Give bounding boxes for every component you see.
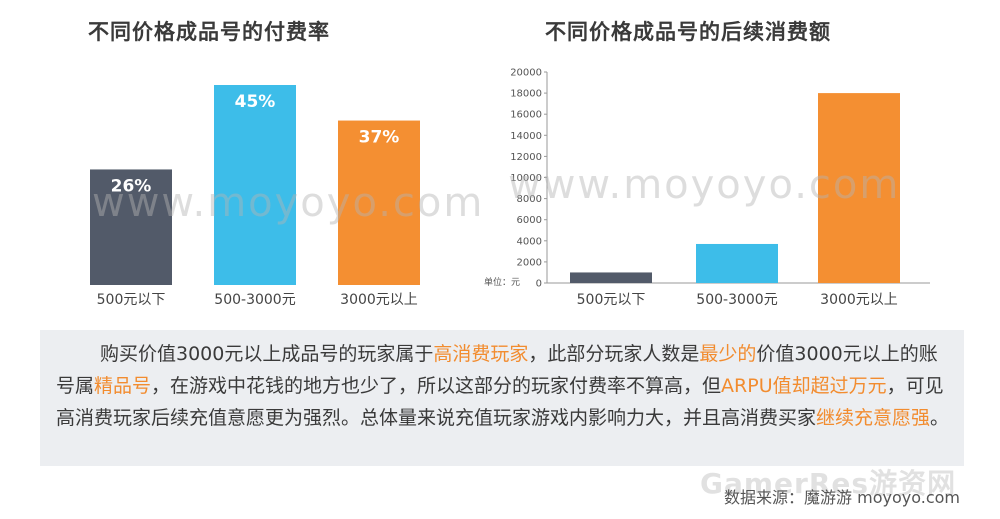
y-tick-label: 16000 [510, 110, 542, 121]
y-tick-label: 14000 [510, 131, 542, 142]
x-tick-label: 500元以下 [97, 292, 166, 308]
x-tick-label: 500-3000元 [214, 292, 295, 308]
y-tick-label: 10000 [510, 173, 542, 184]
bar-payment-rate [214, 85, 296, 285]
bar-followup-spend [570, 272, 652, 283]
chart-title-payment-rate: 不同价格成品号的付费率 [88, 20, 330, 44]
brand-watermark: GamerRes游资网 [700, 467, 957, 500]
watermark-left: www.moyoyo.com [92, 180, 485, 226]
y-tick-label: 20000 [510, 68, 542, 79]
summary-segment: ，在游戏中花钱的地方也少了，所以这部分的玩家付费率不算高，但 [151, 375, 722, 397]
data-source: 数据来源：魔游游 moyoyo.com [724, 488, 960, 507]
bar-followup-spend [696, 243, 778, 283]
y-tick-label: 6000 [517, 215, 542, 226]
summary-text: 购买价值3000元以上成品号的玩家属于高消费玩家，此部分玩家人数是最少的价值30… [56, 338, 956, 434]
summary-segment: ，可见高消费玩家后续充值意愿更为强烈。总体量来说充值玩家游戏内影响力大，并且高消… [56, 375, 944, 429]
bar-value-label: 26% [111, 176, 152, 196]
x-tick-label: 3000元以上 [820, 292, 898, 308]
y-axis-unit-label: 单位：元 [484, 276, 520, 288]
y-tick-label: 18000 [510, 89, 542, 100]
y-tick-label: 8000 [517, 194, 542, 205]
charts-canvas: 26% 500元以下 45% 500-3000元 37% 3000元以上 0 2000 4000… [90, 68, 930, 308]
summary-highlight: 高消费玩家 [433, 343, 529, 365]
bar-value-label: 37% [359, 128, 400, 148]
summary-segment: 购买价值3000元以上成品号的玩家属于 [100, 343, 434, 365]
y-tick-label: 2000 [517, 257, 542, 268]
x-tick-label: 500-3000元 [696, 292, 777, 308]
bar-value-label: 45% [235, 92, 276, 112]
summary-segment: 。 [930, 407, 950, 429]
watermark-right: www.moyoyo.com [508, 162, 901, 208]
summary-segment: 价值3000元以上的账号属 [56, 343, 938, 397]
bar-followup-spend [818, 93, 900, 283]
y-tick-label: 12000 [510, 152, 542, 163]
summary-panel: 购买价值3000元以上成品号的玩家属于高消费玩家，此部分玩家人数是最少的价值30… [40, 330, 964, 466]
summary-highlight: 继续充意愿强 [816, 407, 931, 429]
bar-payment-rate [338, 120, 420, 285]
x-tick-label: 500元以下 [577, 292, 646, 308]
summary-highlight: 精品号 [94, 375, 152, 397]
summary-highlight: 最少的 [699, 343, 757, 365]
y-tick-label: 4000 [517, 236, 542, 247]
summary-segment: ，此部分玩家人数是 [528, 343, 700, 365]
bar-payment-rate [90, 169, 172, 285]
chart-title-followup-spend: 不同价格成品号的后续消费额 [545, 20, 831, 44]
summary-highlight: ARPU值却超过万元 [721, 375, 887, 397]
y-tick-label: 0 [536, 279, 542, 290]
x-tick-label: 3000元以上 [340, 292, 418, 308]
